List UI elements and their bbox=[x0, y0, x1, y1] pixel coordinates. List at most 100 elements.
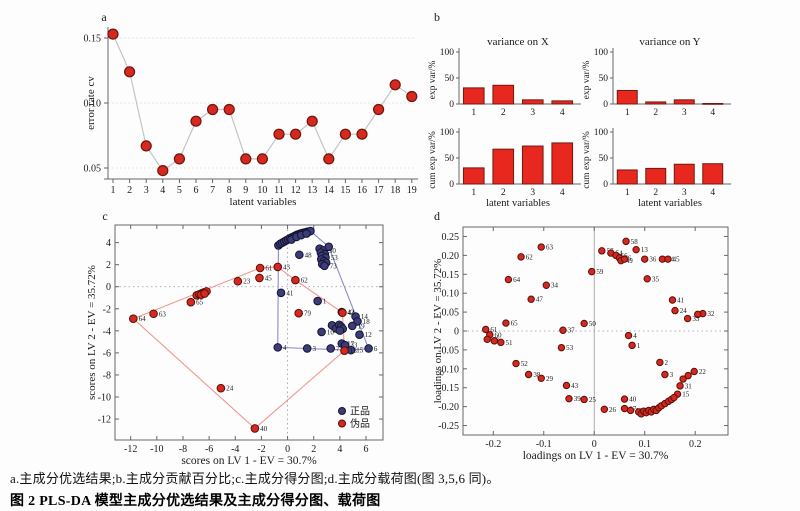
data-point bbox=[537, 243, 545, 251]
chart-text: 40 bbox=[260, 425, 268, 433]
chart-text: cum exp var/% bbox=[428, 131, 438, 189]
chart-text: 13 bbox=[307, 185, 317, 196]
chart-text: 3 bbox=[670, 371, 674, 379]
chart-text: 1 bbox=[625, 108, 630, 118]
data-point bbox=[129, 314, 138, 324]
data-point bbox=[542, 281, 550, 289]
chart-text: 34 bbox=[551, 282, 559, 290]
chart-text: 50 bbox=[445, 154, 455, 164]
data-point bbox=[600, 405, 609, 413]
data-point bbox=[497, 338, 505, 347]
data-point bbox=[140, 140, 152, 152]
chart-text: 64 bbox=[513, 276, 521, 284]
chart-text: -10 bbox=[98, 393, 111, 404]
data-point bbox=[683, 314, 692, 323]
chart-text: error rate cv bbox=[85, 76, 97, 130]
chart-text: 3 bbox=[530, 108, 535, 118]
chart-text: 32 bbox=[707, 310, 715, 318]
bar bbox=[462, 167, 485, 185]
data-point bbox=[124, 66, 136, 78]
chart-text: 4 bbox=[283, 344, 287, 352]
chart-text: -2 bbox=[257, 444, 265, 455]
chart-text: d bbox=[434, 209, 440, 223]
chart-text: 2 bbox=[501, 108, 506, 118]
bar bbox=[673, 99, 695, 105]
data-point bbox=[620, 395, 629, 403]
chart-text: -12 bbox=[124, 444, 137, 455]
chart-text: 15 bbox=[356, 347, 364, 355]
chart-text: 45 bbox=[673, 256, 681, 264]
data-point bbox=[273, 343, 283, 352]
chart-text: 41 bbox=[286, 289, 294, 297]
data-point bbox=[255, 273, 264, 283]
data-point bbox=[668, 296, 677, 304]
chart-text: 1 bbox=[471, 108, 476, 118]
bar bbox=[702, 102, 724, 105]
chart-text: 6 bbox=[374, 345, 378, 353]
data-point bbox=[632, 245, 640, 254]
chart-text: 15 bbox=[682, 391, 690, 399]
chart-text: exp var/% bbox=[428, 61, 438, 100]
data-point bbox=[620, 404, 629, 413]
chart-text: 1 bbox=[323, 298, 327, 306]
data-point bbox=[294, 308, 303, 318]
chart-text: a bbox=[101, 10, 107, 24]
chart-text: 3 bbox=[682, 188, 687, 198]
chart-text: 39 bbox=[574, 395, 582, 403]
data-point bbox=[364, 344, 373, 353]
data-point bbox=[317, 327, 326, 337]
chart-text: 正品 bbox=[350, 406, 370, 418]
chart-text: 0.10 bbox=[442, 289, 460, 300]
data-point bbox=[389, 79, 401, 91]
chart-text: variance on Y bbox=[639, 36, 700, 48]
chart-text: 2 bbox=[501, 188, 506, 198]
chart-text: 18 bbox=[363, 318, 371, 326]
chart-text: 0.1 bbox=[638, 439, 651, 450]
caption-subpanel-descriptions: a.主成分优选结果;b.主成分贡献百分比;c.主成分得分图;d.主成分载荷图(图… bbox=[10, 471, 500, 486]
chart-text: 13 bbox=[641, 246, 649, 254]
chart-text: -6 bbox=[205, 444, 213, 455]
data-point bbox=[684, 371, 692, 380]
data-point bbox=[502, 319, 510, 327]
chart-text: 52 bbox=[521, 360, 529, 368]
data-point bbox=[240, 153, 252, 165]
data-point bbox=[302, 229, 311, 238]
data-point bbox=[626, 406, 635, 415]
chart-text: 2 bbox=[653, 188, 658, 198]
chart-text: 62 bbox=[301, 277, 309, 285]
chart-text: -12 bbox=[98, 415, 111, 426]
data-point bbox=[216, 383, 226, 393]
data-point bbox=[233, 276, 243, 286]
chart-text: 40 bbox=[629, 396, 637, 404]
chart-text: latent variables bbox=[230, 196, 297, 208]
bar bbox=[702, 163, 724, 185]
chart-text: 60 bbox=[494, 331, 502, 339]
chart-text: 24 bbox=[680, 307, 688, 315]
data-point bbox=[598, 247, 606, 255]
chart-text: 0.15 bbox=[84, 34, 102, 45]
data-point bbox=[107, 28, 119, 40]
chart-text: loadings on LV 1 - EV = 30.7% bbox=[523, 450, 669, 462]
chart-text: 24 bbox=[226, 385, 234, 393]
chart-text: 0 bbox=[592, 439, 597, 450]
data-point bbox=[256, 153, 268, 165]
chart-text: -6 bbox=[103, 348, 111, 359]
data-point bbox=[320, 261, 329, 271]
chart-text: 2 bbox=[311, 444, 316, 455]
chart-text: 100 bbox=[440, 128, 455, 138]
chart-text: -2 bbox=[103, 304, 111, 315]
chart-text: latent variables bbox=[486, 198, 550, 209]
chart-text: -8 bbox=[103, 370, 111, 381]
data-point bbox=[524, 370, 533, 379]
legend-marker bbox=[338, 407, 346, 415]
data-point bbox=[273, 128, 285, 140]
chart-text: 4 bbox=[710, 108, 715, 118]
data-point bbox=[186, 297, 196, 307]
chart-text: 47 bbox=[536, 296, 544, 304]
chart-text: 15 bbox=[340, 185, 350, 196]
chart-text: -0.15 bbox=[438, 383, 459, 394]
chart-text: c bbox=[102, 209, 107, 223]
chart-text: 4 bbox=[560, 108, 565, 118]
chart-text: scores on LV 2 - EV = 35.72% bbox=[86, 265, 98, 400]
chart-text: 29 bbox=[546, 375, 554, 383]
